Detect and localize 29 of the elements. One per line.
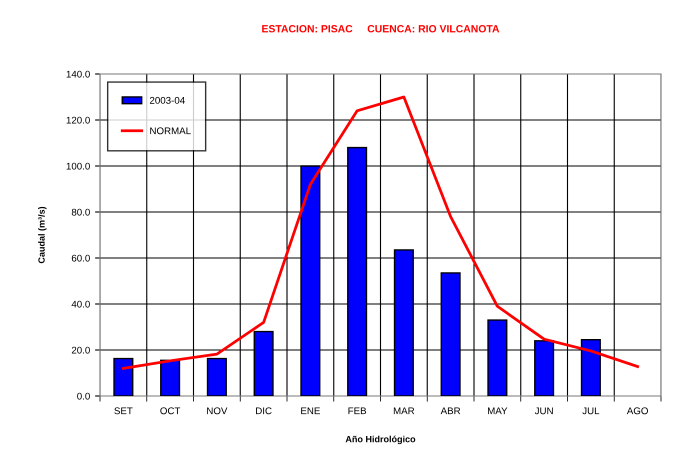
y-tick-label: 40.0 (72, 300, 90, 308)
y-tick-label: 20.0 (72, 346, 90, 354)
y-tick-label: 140.0 (66, 70, 90, 78)
chart-title: ESTACION: PISAC CUENCA: RIO VILCANOTA (262, 25, 500, 32)
y-tick-label: 120.0 (66, 116, 90, 124)
y-tick-label: 80.0 (72, 208, 90, 216)
x-tick-label: NOV (207, 407, 228, 414)
x-tick-label: DIC (256, 407, 272, 414)
x-tick-label: SET (114, 407, 133, 414)
x-tick-label: FEB (348, 407, 366, 414)
bar (160, 360, 180, 396)
line-series (122, 96, 640, 370)
legend-label: 2003-04 (150, 96, 185, 104)
legend-label: NORMAL (150, 127, 191, 134)
y-axis-title: Caudal (m³/s) (38, 206, 47, 264)
y-tick-label: 0.0 (77, 392, 90, 400)
y-tick-label: 100.0 (66, 162, 90, 170)
x-tick-label: ENE (301, 407, 320, 414)
x-tick-label: MAY (488, 407, 508, 414)
x-tick-label: AGO (626, 407, 648, 414)
x-axis-title: Año Hidrológico (346, 436, 416, 444)
bar (113, 358, 134, 396)
x-tick-label: ABR (440, 407, 460, 414)
x-tick-label: MAR (394, 407, 414, 414)
x-tick-label: JUN (534, 407, 553, 414)
y-tick-label: 60.0 (72, 254, 90, 262)
x-tick-label: OCT (160, 407, 180, 414)
bar (206, 358, 227, 396)
x-tick-label: JUL (582, 407, 600, 414)
